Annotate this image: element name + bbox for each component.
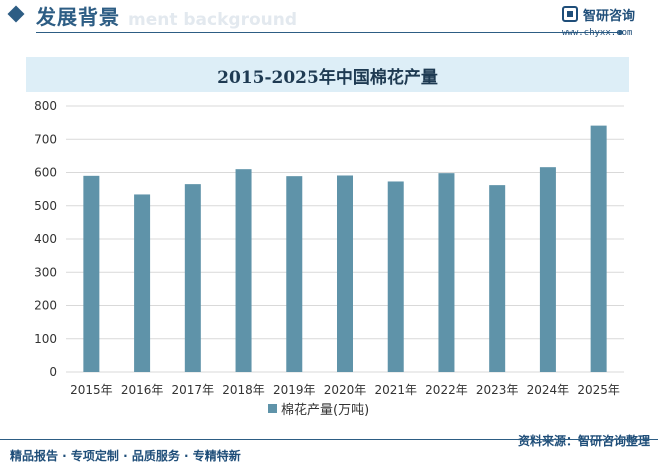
bar [286,176,303,372]
x-tick-label: 2020年 [324,383,367,397]
y-tick-label: 100 [34,332,57,346]
x-tick-label: 2024年 [527,383,570,397]
section-header: ment background 发展背景 智研咨询 www.chyxx.com [0,0,658,40]
legend-label: 棉花产量(万吨) [281,402,369,418]
chart-title-band [26,57,629,92]
y-tick-label: 200 [34,299,57,313]
y-tick-label: 400 [34,232,57,246]
bar [184,184,201,372]
data-source: 资料来源：智研咨询整理 [517,434,650,448]
y-tick-label: 600 [34,166,57,180]
x-tick-label: 2023年 [476,383,519,397]
brand-url: www.chyxx.com [562,28,633,38]
bar [235,169,252,372]
bar [489,185,506,372]
x-tick-label: 2016年 [121,383,164,397]
bar [134,194,151,372]
y-tick-label: 0 [49,365,57,379]
chart-title: 2015-2025年中国棉花产量 [217,68,438,88]
y-tick-label: 800 [34,99,57,113]
x-tick-label: 2025年 [577,383,620,397]
bar [387,181,404,372]
brand-name: 智研咨询 [583,9,636,24]
bar [539,167,556,372]
y-tick-label: 700 [34,132,57,146]
y-tick-label: 300 [34,265,57,279]
bar [337,175,353,372]
bar [83,175,100,372]
legend-swatch [268,404,277,413]
brand-logo-icon [562,6,578,22]
footer-services: 精品报告 · 专项定制 · 品质服务 · 专精特新 [10,449,241,463]
x-tick-label: 2022年 [425,383,468,397]
bar [438,173,455,372]
footer-divider [0,439,658,440]
section-title: 发展背景 [36,5,120,29]
x-tick-label: 2015年 [70,383,113,397]
x-tick-label: 2018年 [222,383,265,397]
x-tick-label: 2019年 [273,383,316,397]
section-title-en: ment background [128,10,298,30]
x-tick-label: 2017年 [172,383,215,397]
x-tick-label: 2021年 [374,383,417,397]
header-divider-dot [618,30,623,35]
y-tick-label: 500 [34,199,57,213]
bar [590,125,607,373]
header-divider [36,32,620,33]
